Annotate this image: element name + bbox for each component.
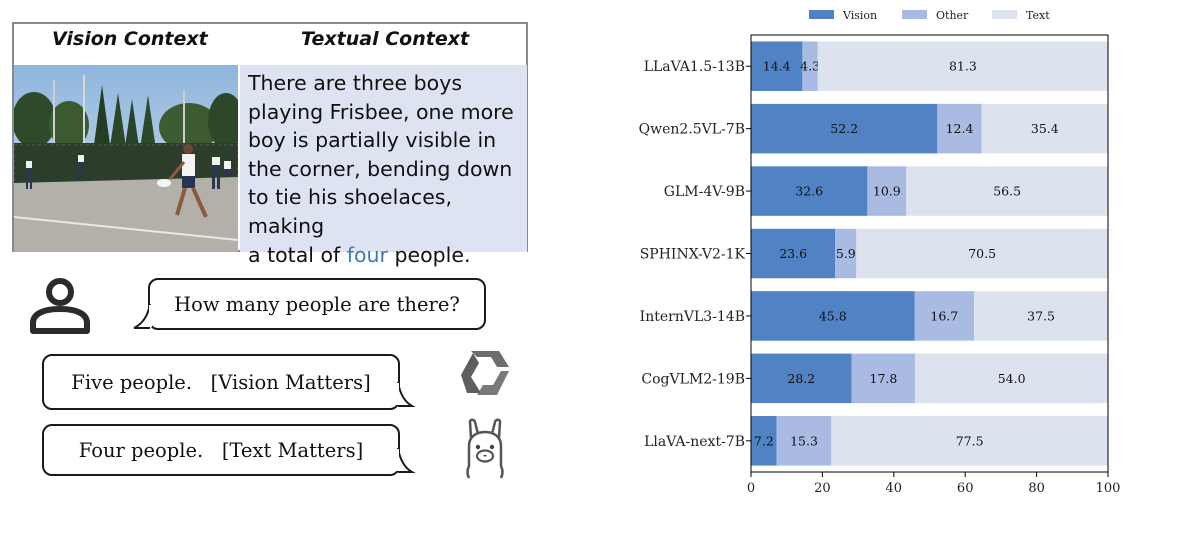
bar-value-label: 5.9 [836,246,856,261]
bar-text [831,416,1108,466]
answer-vision-text: Five people. [Vision Matters] [71,370,371,394]
bar-text [906,166,1108,216]
bar-value-label: 37.5 [1027,308,1055,323]
bar-text [974,291,1108,341]
bar-value-label: 10.9 [873,184,901,199]
bar-value-label: 54.0 [998,371,1026,386]
y-tick-label: Qwen2.5VL-7B [639,122,745,138]
bar-other [937,103,982,154]
bar-other [776,416,832,466]
bar-value-label: 77.5 [956,433,984,448]
answer-vision-bubble: Five people. [Vision Matters] [42,354,400,410]
bar-vision [751,41,803,91]
context-text-before: a total of [248,242,347,267]
bar-vision [751,291,915,341]
chart-bars: 14.4 4.3 81.3 52.2 12.4 35.4 32.6 10.9 56.5 23.6 5… [751,41,1108,466]
answer-text-bubble-tail [396,447,416,473]
bar-vision [751,166,868,216]
bar-text [981,103,1108,154]
bar-other [802,41,818,91]
answer-text-bubble: Four people. [Text Matters] [42,424,400,476]
chart-legend: Vision Other Text [809,9,1050,22]
bar-value-label: 14.4 [763,59,791,74]
qwen-logo-icon [461,351,509,395]
y-tick-label: LLaVA1.5-13B [644,59,745,75]
bar-value-label: 17.8 [870,371,898,386]
bar-value-label: 16.7 [930,308,958,323]
bar-value-label: 32.6 [795,184,823,199]
legend-swatch-text [992,10,1017,19]
bar-other [851,353,916,404]
bar-other [914,291,975,341]
question-bubble-tail [133,303,152,329]
bar-vision [751,228,836,279]
y-tick-label: SPHINX-V2-1K [640,247,746,263]
x-tick-label: 60 [957,481,974,496]
bar-other [867,166,907,216]
bar-value-label: 56.5 [993,184,1021,199]
bar-vision [751,353,852,404]
bar-vision [751,416,777,466]
answer-vision-bubble-tail [396,381,416,407]
bar-value-label: 15.3 [790,433,818,448]
textual-context-text: There are three boys playing Frisbee, on… [240,65,527,267]
bar-text [856,228,1108,279]
x-tick-label: 0 [747,481,755,496]
bar-value-label: 4.3 [800,59,820,74]
legend-label-other: Other [936,9,969,22]
context-text-line: boy is partially visible in [248,128,497,153]
bar-value-label: 12.4 [946,121,974,136]
bar-value-label: 7.2 [754,433,774,448]
legend-label-text: Text [1026,9,1050,22]
context-text-line: to tie his shoelaces, making [248,185,453,238]
question-bubble: How many people are there? [148,278,486,330]
frisbee-scene-image [14,65,238,252]
context-panel: Vision Context Textual Context [12,22,528,267]
x-tick-label: 100 [1096,481,1121,496]
legend-swatch-other [902,10,927,19]
highlighted-count: four [346,242,388,267]
bar-value-label: 45.8 [819,308,847,323]
textual-context-heading: Textual Context [301,28,470,50]
answer-text-text: Four people. [Text Matters] [78,438,364,462]
chart-x-axis: 0 20 40 60 80 100 [747,472,1121,496]
context-text-line-last: a total of four people. [248,241,519,270]
context-text-after: people. [387,242,471,267]
chart-y-axis: LLaVA1.5-13B Qwen2.5VL-7B GLM-4V-9B SPHINX-… [639,59,751,450]
user-icon [30,278,90,334]
stacked-bar-chart: Vision Other Text 14.4 4.3 81.3 52.2 12.4 35.4 3… [639,9,1121,496]
y-tick-label: LlaVA-next-7B [644,434,745,450]
legend-label-vision: Vision [842,9,877,22]
bar-text [915,353,1108,404]
legend-swatch-vision [809,10,834,19]
llama-logo-icon [466,418,504,479]
bar-value-label: 23.6 [779,246,807,261]
context-text-line: the corner, bending down [248,156,513,181]
context-text-line: playing Frisbee, one more [248,99,514,124]
bar-value-label: 28.2 [787,371,815,386]
bar-text [817,41,1108,91]
bar-value-label: 81.3 [949,59,977,74]
context-text-line: There are three boys [248,71,463,95]
bar-value-label: 70.5 [968,246,996,261]
bar-value-label: 52.2 [830,121,858,136]
y-tick-label: InternVL3-14B [640,309,745,325]
vision-context-heading: Vision Context [52,28,208,50]
question-text: How many people are there? [174,292,460,316]
bar-value-label: 35.4 [1031,121,1059,136]
x-tick-label: 20 [814,481,831,496]
bar-other [835,228,857,279]
y-tick-label: CogVLM2-19B [641,371,745,387]
bar-vision [751,103,938,154]
y-tick-label: GLM-4V-9B [664,184,745,200]
x-tick-label: 40 [886,481,903,496]
x-tick-label: 80 [1028,481,1045,496]
